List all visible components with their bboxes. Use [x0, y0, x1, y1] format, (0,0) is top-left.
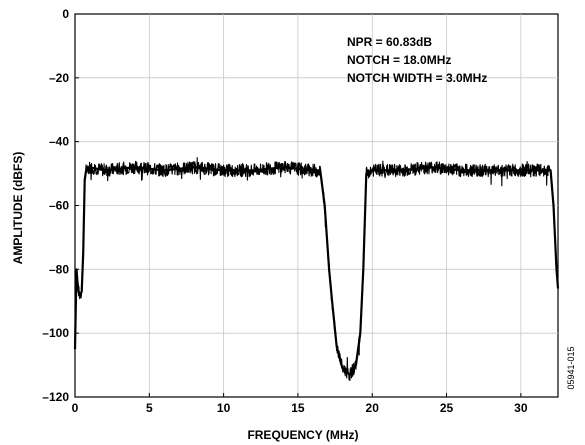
annotation-notch-width: NOTCH WIDTH = 3.0MHz — [347, 71, 487, 85]
grid-lines — [75, 14, 558, 397]
y-axis-title: AMPLITUDE (dBFS) — [11, 152, 25, 265]
y-tick-label: –100 — [42, 326, 69, 340]
series-layer — [73, 157, 560, 382]
x-tick-label: 30 — [514, 401, 528, 415]
annotation-npr: NPR = 60.83dB — [347, 35, 432, 49]
x-axis-title: FREQUENCY (MHz) — [247, 428, 358, 442]
tick-labels: 0 5 10 15 20 25 30 0 –20 –40 –60 –80 –100 –120 — [42, 7, 528, 415]
y-tick-label: –80 — [49, 262, 69, 276]
y-tick-label: –40 — [49, 135, 69, 149]
x-tick-label: 15 — [291, 401, 305, 415]
x-tick-label: 25 — [440, 401, 454, 415]
annotation-notch: NOTCH = 18.0MHz — [347, 53, 451, 67]
figure-id: 05941-015 — [566, 346, 576, 389]
spectrum-noise-trace — [74, 157, 559, 382]
x-tick-label: 20 — [366, 401, 380, 415]
y-tick-label: –60 — [49, 199, 69, 213]
spectrum-line — [73, 166, 560, 376]
x-tick-label: 0 — [72, 401, 79, 415]
y-tick-label: –20 — [49, 71, 69, 85]
y-tick-label: –120 — [42, 390, 69, 404]
x-tick-label: 10 — [217, 401, 231, 415]
y-tick-label: 0 — [62, 7, 69, 21]
x-tick-label: 5 — [146, 401, 153, 415]
